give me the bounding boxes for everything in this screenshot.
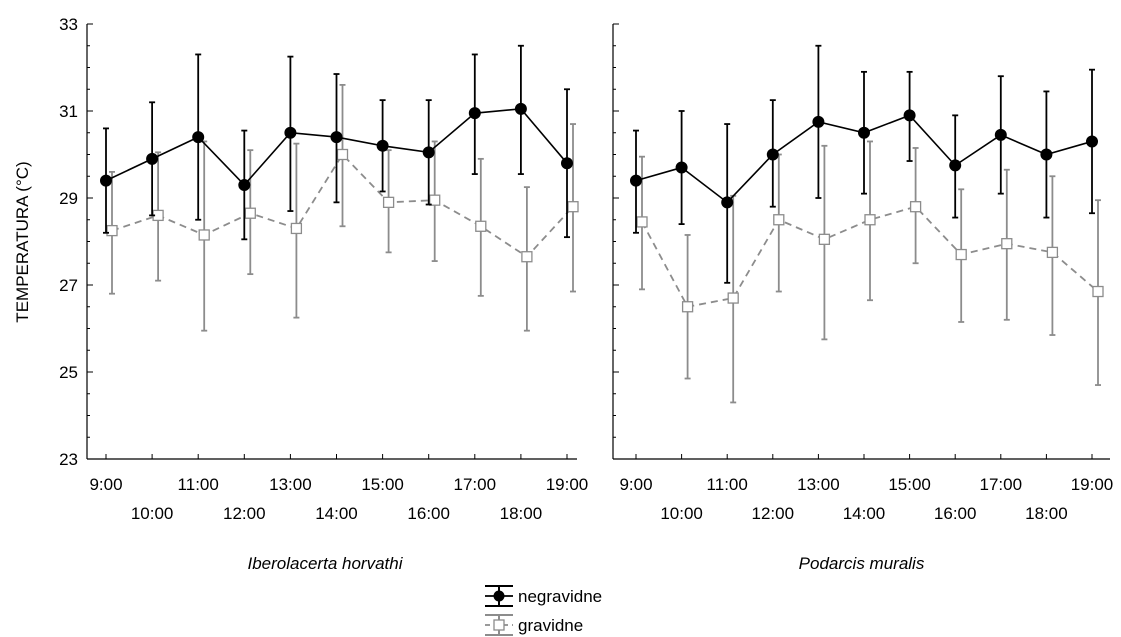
data-point-circle xyxy=(949,159,962,172)
x-tick-label: 15:00 xyxy=(361,475,404,494)
data-point-square xyxy=(475,220,487,232)
legend: negravidne gravidne xyxy=(485,585,602,636)
data-point-square xyxy=(727,292,739,304)
data-point-square xyxy=(818,233,831,245)
x-tick-label: 14:00 xyxy=(315,504,358,523)
data-point-square xyxy=(336,148,349,161)
y-tick-label: 31 xyxy=(59,102,78,121)
data-point-circle xyxy=(766,148,779,161)
x-tick-label: 16:00 xyxy=(407,504,450,523)
x-tick-label: 17:00 xyxy=(980,475,1023,494)
data-point-square xyxy=(1001,238,1013,250)
data-point-circle xyxy=(994,128,1007,141)
data-point-circle xyxy=(675,161,688,174)
data-point-square xyxy=(106,224,118,237)
data-point-circle xyxy=(812,115,825,128)
data-point-circle xyxy=(100,174,112,187)
x-tick-label: 13:00 xyxy=(797,475,840,494)
data-point-square xyxy=(521,251,533,263)
x-tick-label: 13:00 xyxy=(269,475,312,494)
x-tick-label: 18:00 xyxy=(1025,504,1068,523)
data-point-square xyxy=(429,194,441,206)
legend-entry-negravidne: negravidne xyxy=(485,585,602,607)
legend-marker-circle xyxy=(493,590,505,602)
series-line xyxy=(111,153,574,258)
data-point-circle xyxy=(858,126,870,139)
legend-marker-square xyxy=(493,619,505,631)
series-gravidne xyxy=(106,84,579,332)
data-point-circle xyxy=(903,109,916,122)
x-tick-label: 11:00 xyxy=(707,475,748,494)
data-point-square xyxy=(290,222,303,235)
data-point-circle xyxy=(192,131,205,144)
data-point-circle xyxy=(468,107,481,120)
data-point-square xyxy=(773,214,785,226)
y-tick-label: 33 xyxy=(59,15,78,34)
x-tick-label: 11:00 xyxy=(178,475,219,494)
data-point-square xyxy=(1046,246,1059,259)
y-tick-label: 25 xyxy=(59,363,78,382)
data-point-circle xyxy=(514,102,527,115)
legend-label: gravidne xyxy=(518,616,583,635)
data-point-square xyxy=(864,214,876,226)
data-point-circle xyxy=(376,139,389,152)
data-point-square xyxy=(681,301,694,313)
series-gravidne xyxy=(636,140,1104,404)
x-tick-label: 17:00 xyxy=(454,475,497,494)
x-tick-label: 10:00 xyxy=(660,504,703,523)
data-point-circle xyxy=(284,126,297,139)
data-point-circle xyxy=(1086,135,1098,148)
y-tick-label: 27 xyxy=(59,276,78,295)
x-tick-label: 16:00 xyxy=(934,504,977,523)
data-point-circle xyxy=(146,152,159,165)
x-tick-label: 15:00 xyxy=(888,475,931,494)
data-point-circle xyxy=(721,196,734,209)
x-tick-label: 19:00 xyxy=(1071,475,1114,494)
x-tick-label: 12:00 xyxy=(223,504,266,523)
data-point-square xyxy=(909,201,922,213)
x-tick-label: 9:00 xyxy=(619,475,652,494)
data-point-square xyxy=(198,229,210,241)
data-point-circle xyxy=(422,146,435,159)
panel-title: Iberolacerta horvathi xyxy=(248,554,404,573)
data-point-circle xyxy=(330,131,343,144)
series-negravidne xyxy=(630,44,1098,284)
series-line xyxy=(641,205,1099,308)
data-point-circle xyxy=(238,178,251,191)
data-point-square xyxy=(382,196,395,209)
data-point-square xyxy=(567,201,579,213)
series-negravidne xyxy=(100,44,573,241)
data-point-circle xyxy=(561,157,573,170)
data-point-circle xyxy=(1040,148,1053,161)
data-point-square xyxy=(1092,285,1104,298)
x-tick-label: 9:00 xyxy=(89,475,122,494)
legend-entry-gravidne: gravidne xyxy=(485,614,583,636)
data-point-square xyxy=(244,207,256,219)
data-point-square xyxy=(636,216,648,228)
chart-panel-1: 23 25 27 29 31 33 9:00 10:0011:0012:0013:0014:0… xyxy=(59,15,588,573)
data-point-square xyxy=(955,248,967,261)
x-tick-label: 18:00 xyxy=(500,504,543,523)
chart-panel-2: 9:0010:0011:0012:0013:0014:0015:0016:001… xyxy=(612,23,1114,573)
y-axis-label: TEMPERATURA (°C) xyxy=(13,161,32,322)
x-tick-label: 19:00 xyxy=(546,475,589,494)
y-tick-label: 23 xyxy=(59,450,78,469)
x-tick-label: 12:00 xyxy=(752,504,795,523)
panel-title: Podarcis muralis xyxy=(799,554,925,573)
data-point-circle xyxy=(630,174,642,187)
x-tick-label: 14:00 xyxy=(843,504,886,523)
x-tick-label: 10:00 xyxy=(131,504,174,523)
y-tick-label: 29 xyxy=(59,189,78,208)
legend-label: negravidne xyxy=(518,587,602,606)
